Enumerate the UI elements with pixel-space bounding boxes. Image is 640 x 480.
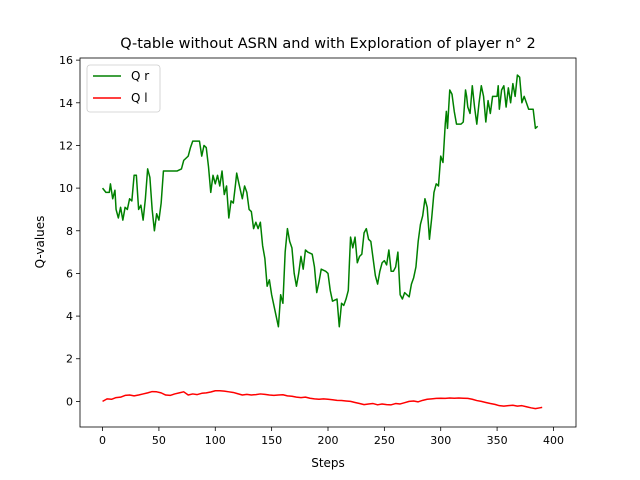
legend-label-q-l: Q l <box>131 91 148 105</box>
y-axis: 0 2 4 6 8 10 12 14 16 <box>59 54 80 408</box>
x-tick-label: 300 <box>430 434 451 447</box>
x-tick-label: 100 <box>205 434 226 447</box>
x-tick-label: 50 <box>152 434 166 447</box>
x-axis-label: Steps <box>311 456 345 470</box>
legend: Q r Q l <box>86 64 161 113</box>
x-tick-label: 400 <box>543 434 564 447</box>
x-tick-label: 250 <box>374 434 395 447</box>
x-tick-label: 200 <box>318 434 339 447</box>
x-tick-label: 0 <box>99 434 106 447</box>
y-tick-label: 16 <box>59 54 73 67</box>
y-tick-label: 0 <box>66 395 73 408</box>
series-layer <box>101 74 543 410</box>
x-axis: 0 50 100 150 200 250 300 350 400 <box>99 427 564 447</box>
x-tick-label: 150 <box>261 434 282 447</box>
y-axis-label: Q-values <box>33 216 47 269</box>
y-tick-label: 8 <box>66 225 73 238</box>
series-line-q-l <box>102 389 543 410</box>
x-tick-label: 350 <box>487 434 508 447</box>
y-tick-label: 6 <box>66 267 73 280</box>
legend-label-q-r: Q r <box>131 69 149 83</box>
y-tick-label: 14 <box>59 97 73 110</box>
series-line-q-r <box>101 74 539 328</box>
y-tick-label: 10 <box>59 182 73 195</box>
y-tick-label: 12 <box>59 139 73 152</box>
y-tick-label: 2 <box>66 353 73 366</box>
chart-title: Q-table without ASRN and with Exploratio… <box>120 36 536 52</box>
y-tick-label: 4 <box>66 310 73 323</box>
